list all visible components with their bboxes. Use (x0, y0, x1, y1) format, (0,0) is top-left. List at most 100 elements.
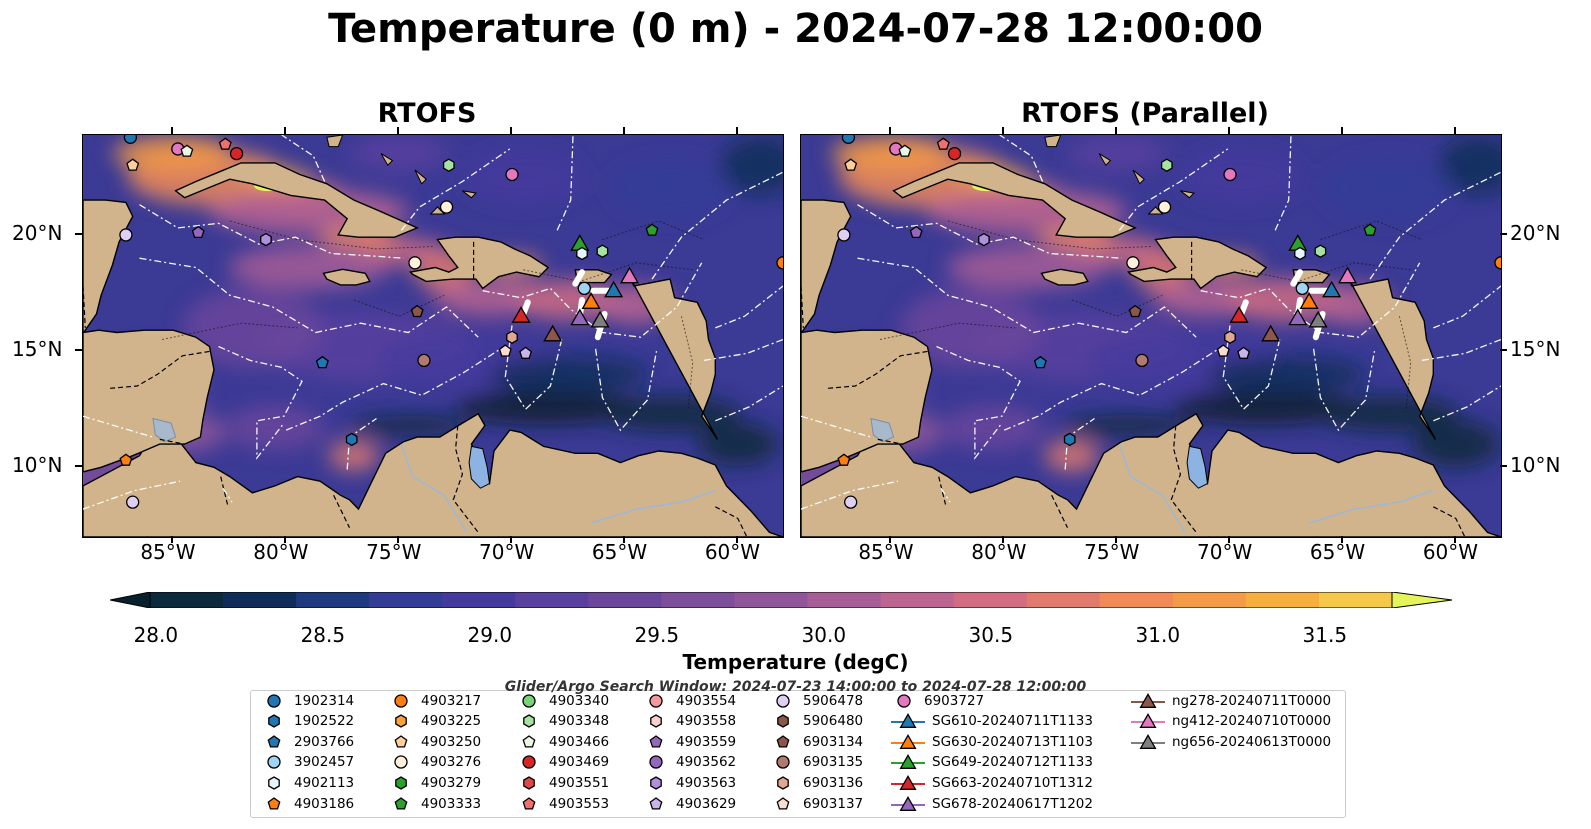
legend-hexagon-icon[interactable] (395, 776, 407, 790)
legend-circle-icon[interactable] (394, 693, 408, 708)
marker-ng412-20240710T0000[interactable] (619, 266, 640, 284)
marker-4903333[interactable] (645, 223, 659, 236)
legend-pentagon-icon[interactable] (267, 796, 281, 810)
legend-hexagon-icon[interactable] (777, 714, 789, 728)
marker-6903137[interactable] (1216, 344, 1230, 357)
legend-circle-icon[interactable] (649, 755, 663, 769)
marker-ng412-20240710T0000[interactable] (1337, 266, 1358, 284)
marker-6903134[interactable] (1128, 304, 1142, 318)
legend-triangle-icon[interactable] (899, 795, 917, 811)
legend-pentagon-icon[interactable] (649, 734, 663, 748)
legend-circle-icon[interactable] (897, 693, 911, 708)
marker-4903553[interactable] (936, 137, 950, 150)
legend-hexagon-icon[interactable] (268, 714, 280, 728)
marker-4903348[interactable] (1314, 244, 1327, 258)
marker-1902314[interactable] (123, 135, 138, 144)
marker-ng278-20240711T0000[interactable] (1261, 324, 1281, 342)
marker-4902113[interactable] (576, 246, 588, 261)
marker-4903186[interactable] (119, 453, 133, 466)
legend-circle-icon[interactable] (267, 755, 281, 769)
legend-hexagon-icon[interactable] (650, 714, 662, 728)
marker-6903135[interactable] (417, 353, 431, 368)
marker-3902457[interactable] (577, 281, 591, 296)
legend-triangle-icon[interactable] (1139, 713, 1157, 729)
map-canvas[interactable] (801, 135, 1501, 537)
legend-pentagon-icon[interactable] (522, 796, 536, 810)
marker-4903276[interactable] (1157, 200, 1172, 214)
marker-6903136[interactable] (506, 330, 518, 344)
legend-circle-icon[interactable] (267, 693, 281, 708)
legend-hexagon-icon[interactable] (523, 714, 535, 728)
marker-SG678-20240617T1202[interactable] (570, 308, 590, 326)
legend-circle-icon[interactable] (776, 755, 790, 769)
legend-circle-icon[interactable] (522, 755, 536, 769)
legend-triangle-icon[interactable] (1139, 692, 1157, 708)
marker-4903553[interactable] (218, 137, 232, 150)
legend-triangle-icon[interactable] (899, 754, 917, 770)
marker-6903134[interactable] (410, 304, 424, 318)
marker-SG630-20240713T1103[interactable] (1299, 292, 1319, 309)
map-panel-rtofs-parallel[interactable] (800, 134, 1502, 538)
legend-triangle-icon[interactable] (899, 774, 917, 790)
marker-1902314[interactable] (841, 135, 856, 144)
legend-pentagon-icon[interactable] (394, 796, 408, 810)
marker-SG678-20240617T1202[interactable] (1288, 308, 1308, 326)
marker-4903469[interactable] (229, 146, 244, 161)
marker-4903469[interactable] (947, 146, 962, 161)
marker-5906478[interactable] (837, 228, 851, 242)
marker-4902113[interactable] (1294, 246, 1306, 261)
marker-4903250[interactable] (126, 158, 140, 171)
legend-pentagon-icon[interactable] (776, 796, 790, 810)
marker-ng656-20240613T0000[interactable] (590, 310, 610, 328)
marker-SG610-20240711T1133[interactable] (1322, 280, 1342, 298)
marker-4903276[interactable] (439, 200, 454, 214)
marker-6903137[interactable] (498, 344, 512, 357)
legend-hexagon-icon[interactable] (777, 776, 789, 790)
legend-pentagon-icon[interactable] (776, 734, 790, 748)
markers[interactable] (119, 135, 783, 509)
marker-5906478[interactable] (126, 495, 140, 509)
marker-4903333[interactable] (1363, 223, 1377, 236)
marker-4903559[interactable] (909, 225, 923, 239)
legend-hexagon-icon[interactable] (268, 776, 280, 790)
marker-SG630-20240713T1103[interactable] (581, 292, 601, 309)
marker-4903276[interactable] (1126, 256, 1140, 270)
marker-ng656-20240613T0000[interactable] (1308, 310, 1328, 328)
legend-hexagon-icon[interactable] (523, 776, 535, 790)
legend-circle-icon[interactable] (394, 755, 408, 769)
marker-6903727[interactable] (505, 167, 519, 182)
marker-4903559[interactable] (191, 225, 205, 239)
marker-1902522[interactable] (1063, 432, 1076, 447)
marker-SG610-20240711T1133[interactable] (604, 280, 624, 298)
marker-5906478[interactable] (844, 495, 858, 509)
marker-4903276[interactable] (408, 256, 422, 270)
marker-5906478[interactable] (119, 228, 133, 242)
marker-6903135[interactable] (1135, 353, 1149, 368)
marker-4903563[interactable] (978, 232, 990, 247)
marker-3902457[interactable] (1295, 281, 1309, 296)
marker-2903766[interactable] (1033, 355, 1047, 369)
legend-hexagon-icon[interactable] (395, 714, 407, 728)
marker-4903348[interactable] (596, 244, 609, 258)
legend-pentagon-icon[interactable] (649, 796, 663, 810)
marker-4903250[interactable] (844, 158, 858, 171)
marker-4903217[interactable] (776, 256, 783, 270)
map-panel-rtofs[interactable] (82, 134, 784, 538)
map-canvas[interactable] (83, 135, 783, 537)
marker-4903563[interactable] (260, 232, 272, 247)
legend-pentagon-icon[interactable] (394, 734, 408, 748)
marker-4903466[interactable] (898, 144, 912, 157)
markers[interactable] (837, 135, 1501, 509)
marker-6903136[interactable] (1224, 330, 1236, 344)
marker-ng278-20240711T0000[interactable] (543, 324, 563, 342)
legend-circle-icon[interactable] (522, 693, 536, 708)
marker-1902522[interactable] (345, 432, 358, 447)
marker-4903186[interactable] (837, 453, 851, 466)
legend-circle-icon[interactable] (776, 693, 790, 708)
marker-4903466[interactable] (180, 144, 194, 157)
marker-4903348[interactable] (1160, 158, 1173, 172)
legend-triangle-icon[interactable] (1139, 733, 1157, 749)
legend-hexagon-icon[interactable] (650, 776, 662, 790)
marker-4903629[interactable] (1237, 346, 1251, 359)
marker-6903727[interactable] (1223, 167, 1237, 182)
